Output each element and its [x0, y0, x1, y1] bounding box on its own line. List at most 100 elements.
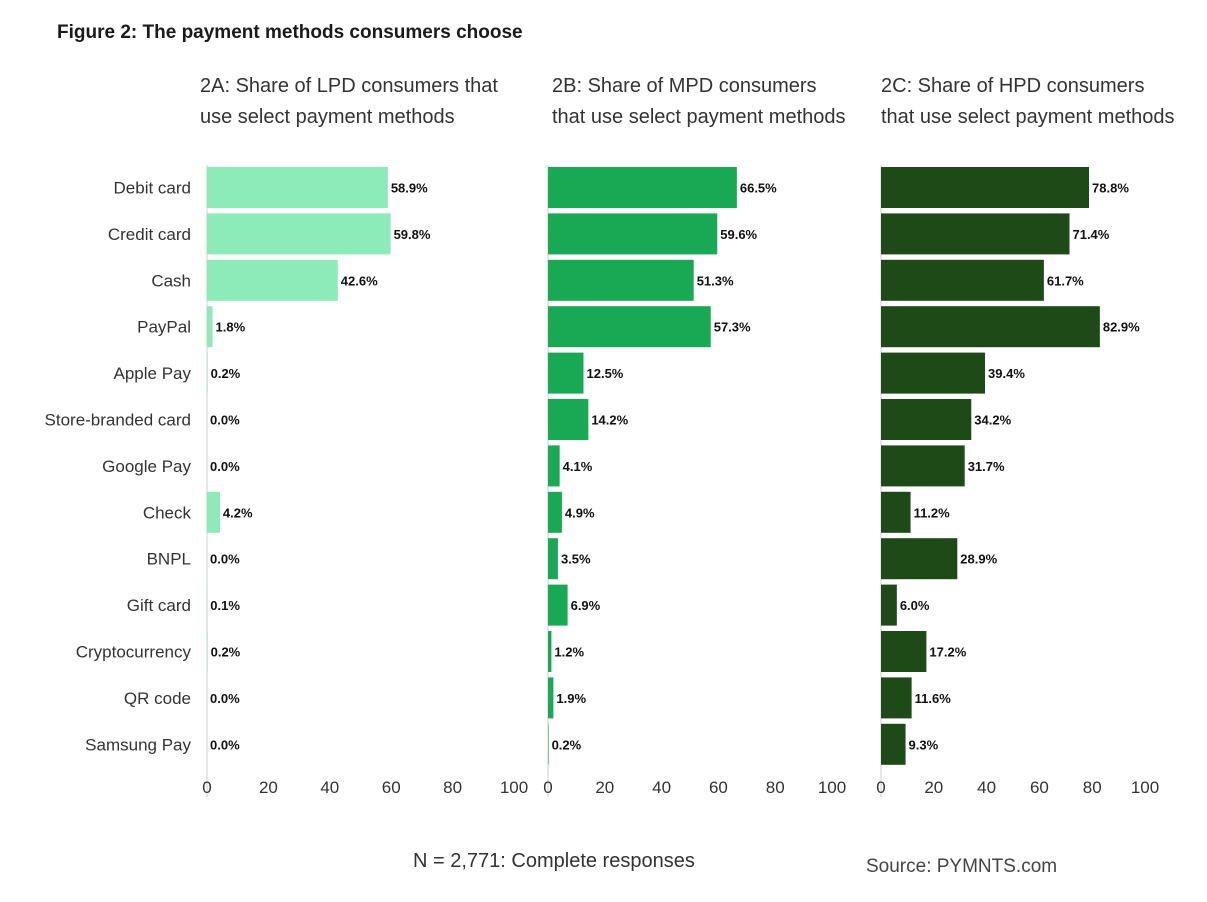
- x-tick-label: 100: [818, 778, 846, 797]
- bar: [548, 631, 552, 672]
- x-tick-label: 40: [652, 778, 671, 797]
- category-label: QR code: [124, 689, 191, 708]
- category-label: Cryptocurrency: [76, 643, 192, 662]
- data-label: 4.1%: [563, 459, 593, 474]
- bar: [881, 723, 906, 765]
- data-label: 0.0%: [210, 691, 240, 706]
- data-label: 51.3%: [697, 273, 734, 288]
- bar: [881, 352, 986, 394]
- data-label: 11.6%: [915, 691, 952, 706]
- data-label: 61.7%: [1047, 273, 1084, 288]
- data-label: 58.9%: [391, 181, 428, 196]
- data-label: 59.8%: [394, 227, 431, 242]
- bar-panel-lpd: 58.9% 59.8% 42.6% 1.8% 0.2% 0.0% 0.0% 4.2% 0.0% 0…: [202, 165, 528, 797]
- data-label: 1.8%: [216, 320, 246, 335]
- bar: [548, 677, 554, 719]
- data-label: 0.2%: [211, 645, 241, 660]
- x-tick-label: 0: [876, 778, 885, 797]
- data-label: 4.2%: [223, 505, 253, 520]
- data-label: 1.9%: [556, 691, 586, 706]
- x-tick-label: 80: [1083, 778, 1102, 797]
- data-label: 3.5%: [561, 552, 591, 567]
- bar: [207, 167, 388, 208]
- category-label: Cash: [151, 271, 191, 290]
- category-label: BNPL: [147, 550, 191, 569]
- data-label: 71.4%: [1072, 227, 1109, 242]
- data-label: 34.2%: [974, 413, 1011, 428]
- category-label: Gift card: [127, 596, 191, 615]
- bar: [548, 491, 562, 533]
- x-tick-label: 80: [443, 778, 462, 797]
- bar: [548, 167, 737, 208]
- bar-panel-hpd: 78.8% 71.4% 61.7% 82.9% 39.4% 34.2% 31.7% 11.2%…: [876, 165, 1159, 797]
- x-tick-label: 40: [977, 778, 996, 797]
- data-label: 1.2%: [554, 645, 584, 660]
- bar: [881, 306, 1100, 348]
- x-tick-label: 60: [382, 778, 401, 797]
- x-tick-label: 80: [766, 778, 785, 797]
- x-tick-label: 20: [924, 778, 943, 797]
- data-label: 42.6%: [341, 273, 378, 288]
- data-label: 57.3%: [714, 320, 751, 335]
- x-tick-label: 100: [500, 778, 528, 797]
- x-tick-label: 60: [1030, 778, 1049, 797]
- data-label: 11.2%: [914, 505, 951, 520]
- source-note: Source: PYMNTS.com: [866, 856, 1058, 877]
- bar: [548, 259, 694, 301]
- bar: [548, 445, 560, 487]
- data-label: 9.3%: [909, 737, 939, 752]
- data-label: 0.0%: [210, 413, 240, 428]
- data-label: 0.2%: [211, 366, 241, 381]
- panel-title-mpd: 2B: Share of MPD consumers that use sele…: [552, 75, 846, 128]
- bar: [881, 167, 1090, 208]
- bar: [548, 538, 558, 580]
- bar: [207, 352, 208, 394]
- x-tick-label: 0: [202, 778, 211, 797]
- bar: [881, 399, 972, 440]
- data-label: 14.2%: [591, 413, 628, 428]
- data-label: 39.4%: [988, 366, 1025, 381]
- bar: [881, 538, 958, 580]
- data-label: 66.5%: [740, 181, 777, 196]
- bar: [548, 584, 568, 626]
- data-label: 0.0%: [210, 552, 240, 567]
- data-label: 0.2%: [552, 737, 582, 752]
- x-tick-label: 40: [320, 778, 339, 797]
- data-label: 0.0%: [210, 737, 240, 752]
- bar: [207, 631, 208, 672]
- bar: [207, 213, 391, 255]
- category-label: Store-branded card: [45, 411, 191, 430]
- data-label: 28.9%: [960, 552, 997, 567]
- bar: [548, 723, 549, 765]
- data-label: 4.9%: [565, 505, 595, 520]
- bar: [548, 399, 589, 440]
- x-tick-label: 20: [595, 778, 614, 797]
- bar: [881, 213, 1070, 255]
- x-tick-label: 0: [543, 778, 552, 797]
- data-label: 17.2%: [929, 645, 966, 660]
- category-label: Credit card: [108, 225, 191, 244]
- data-label: 0.1%: [210, 598, 240, 613]
- category-label: Debit card: [114, 179, 191, 198]
- bar: [881, 677, 912, 719]
- bar: [548, 306, 711, 348]
- category-label: Google Pay: [102, 457, 191, 476]
- x-tick-label: 20: [259, 778, 278, 797]
- category-label: Samsung Pay: [85, 735, 191, 754]
- x-tick-label: 100: [1131, 778, 1159, 797]
- footnote: N = 2,771: Complete responses: [413, 850, 695, 872]
- category-label: PayPal: [137, 318, 191, 337]
- data-label: 0.0%: [210, 459, 240, 474]
- bar-panel-mpd: 66.5% 59.6% 51.3% 57.3% 12.5% 14.2% 4.1% 4.9% 3.…: [543, 165, 846, 797]
- bar: [207, 306, 213, 348]
- data-label: 12.5%: [587, 366, 624, 381]
- panel-title-lpd: 2A: Share of LPD consumers that use sele…: [200, 75, 498, 128]
- data-label: 31.7%: [968, 459, 1005, 474]
- bar: [881, 584, 897, 626]
- data-label: 6.9%: [571, 598, 601, 613]
- bar: [881, 491, 911, 533]
- bar: [548, 352, 584, 394]
- panel-title-hpd: 2C: Share of HPD consumers that use sele…: [881, 75, 1175, 128]
- data-label: 59.6%: [720, 227, 757, 242]
